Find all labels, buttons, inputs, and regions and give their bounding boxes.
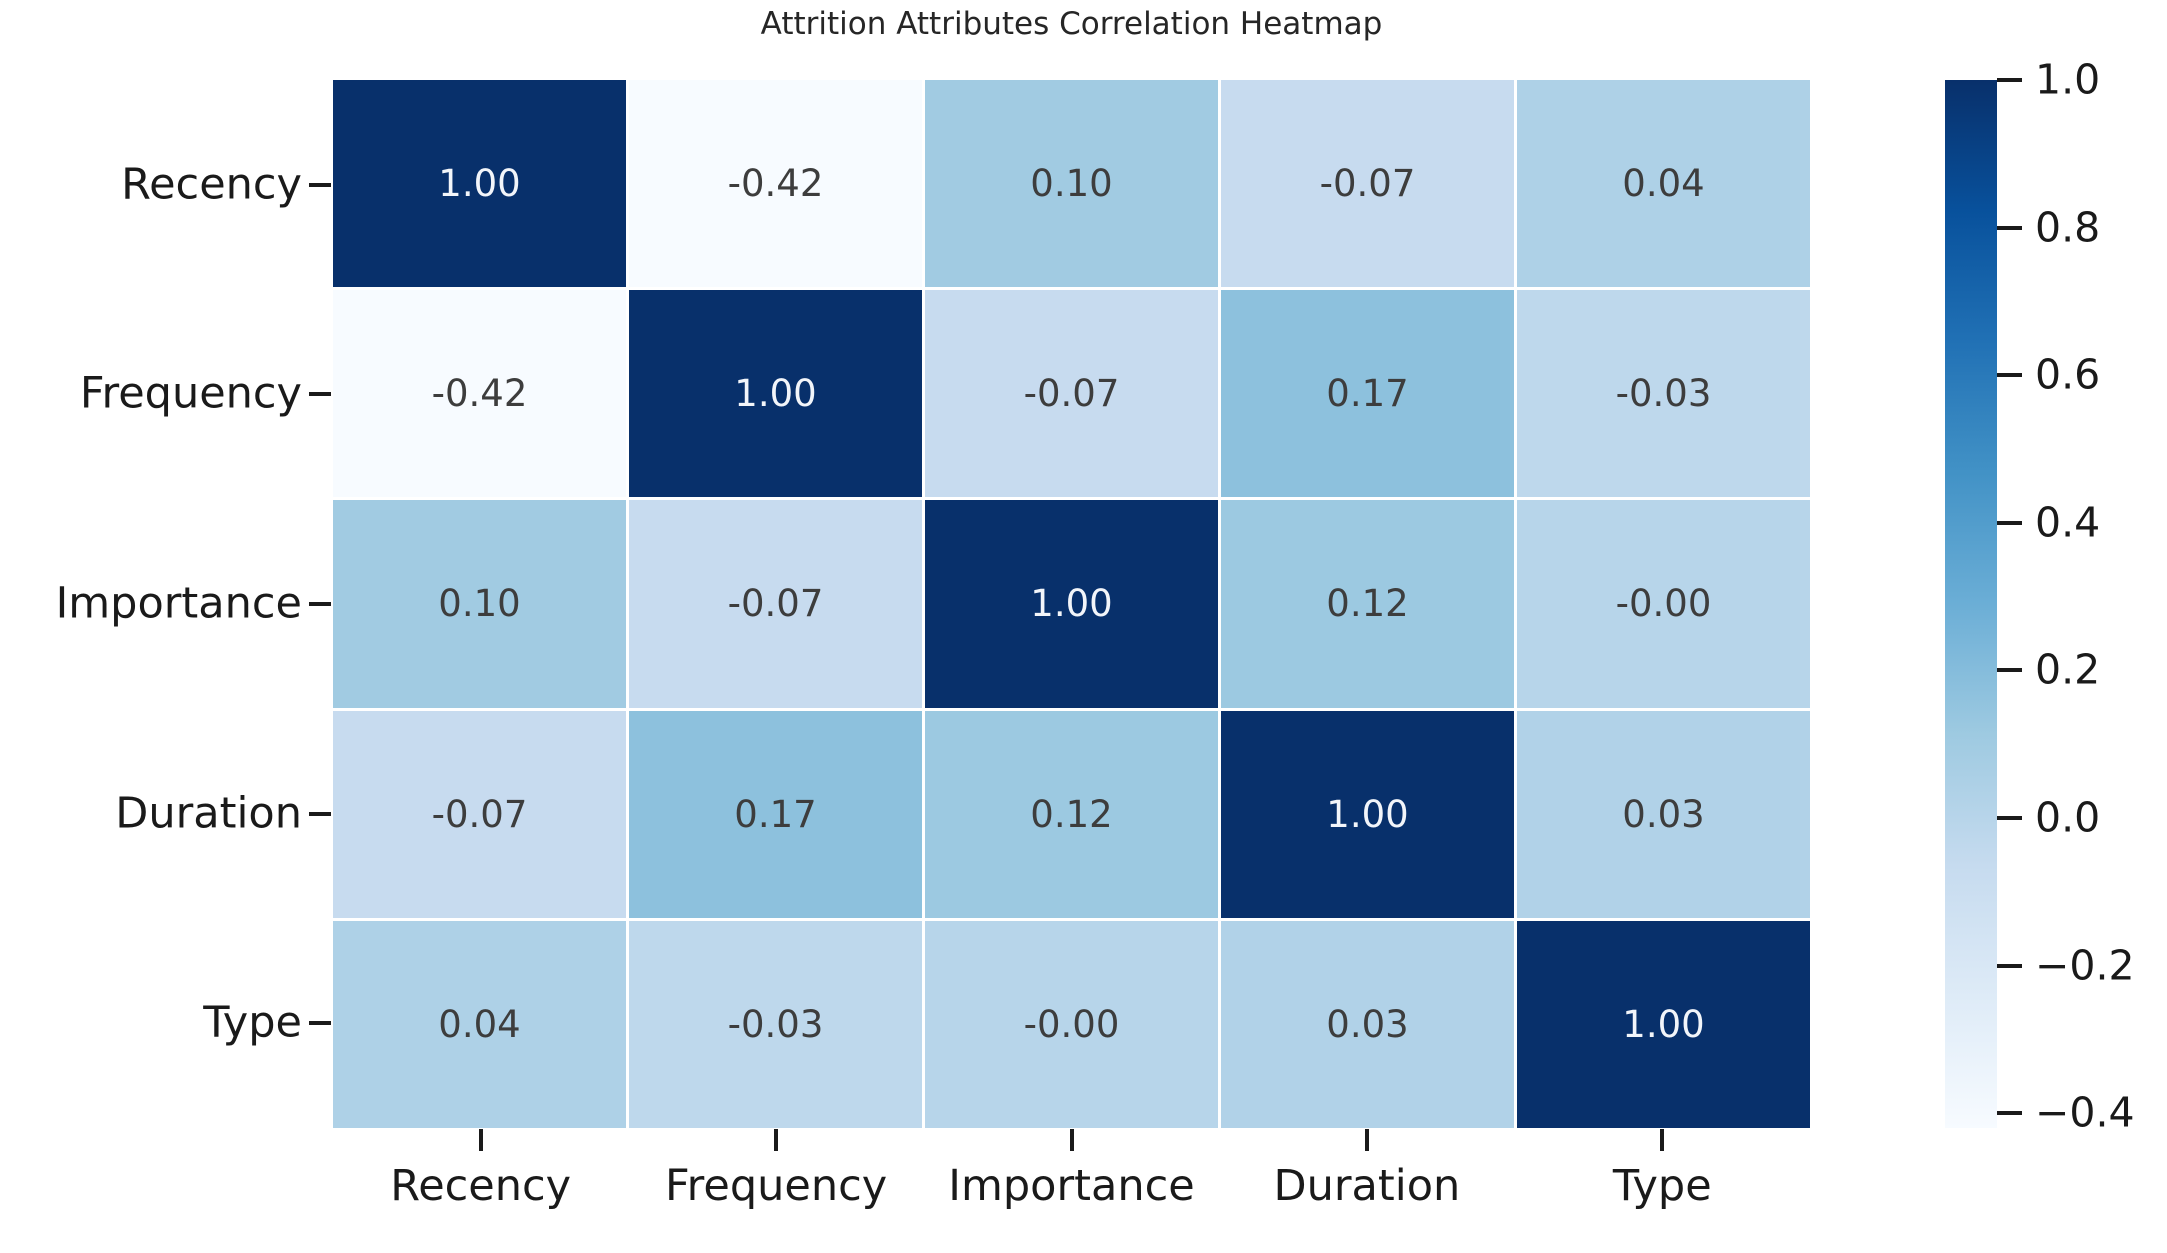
row-label-type: Type	[203, 997, 302, 1048]
col-label-frequency: Frequency	[665, 1161, 888, 1211]
colorbar-tick-label: 0.2	[2035, 645, 2101, 694]
heatmap-cell-type-importance: -0.00	[925, 920, 1218, 1128]
cell-value: 0.03	[1326, 1002, 1409, 1046]
col-label-duration: Duration	[1273, 1161, 1461, 1211]
heatmap-cell-importance-frequency: -0.07	[629, 500, 922, 708]
cell-value: 0.10	[1030, 162, 1113, 206]
cell-value: -0.07	[431, 792, 528, 836]
x-tick-mark	[478, 1129, 483, 1151]
heatmap-cell-frequency-recency: -0.42	[333, 290, 626, 498]
heatmap-cell-recency-recency: 1.00	[333, 80, 626, 288]
cell-value: -0.00	[1615, 582, 1712, 626]
heatmap-cell-importance-recency: 0.10	[333, 500, 626, 708]
cell-value: -0.00	[1023, 1002, 1120, 1046]
heatmap-cell-recency-frequency: -0.42	[629, 80, 922, 288]
cell-value: -0.07	[1319, 162, 1416, 206]
heatmap-cell-type-recency: 0.04	[333, 920, 626, 1128]
cell-value: 0.03	[1622, 792, 1705, 836]
colorbar-tick-label: 0.0	[2035, 793, 2101, 842]
cell-value: 0.04	[438, 1002, 521, 1046]
col-label-importance: Importance	[948, 1161, 1195, 1211]
colorbar-tick-label: −0.4	[2035, 1088, 2135, 1137]
colorbar-tick-mark	[1997, 963, 2022, 968]
cell-value: 1.00	[1030, 582, 1113, 626]
cell-value: 0.17	[1326, 372, 1409, 416]
heatmap-grid: 1.00 -0.42 0.10 -0.07 0.04 -0.42 1.00 -0.07 0.17…	[333, 80, 1810, 1128]
x-tick-mark	[1364, 1129, 1369, 1151]
cell-value: 0.12	[1030, 792, 1113, 836]
heatmap-cell-type-frequency: -0.03	[629, 920, 922, 1128]
y-tick-mark	[309, 602, 331, 606]
colorbar-tick-label: 0.8	[2035, 203, 2101, 252]
cell-value: 1.00	[1326, 792, 1409, 836]
colorbar-tick-mark	[1997, 668, 2022, 673]
cell-value: -0.42	[431, 372, 528, 416]
colorbar-tick-mark	[1997, 373, 2022, 378]
heatmap-cell-type-type: 1.00	[1517, 920, 1810, 1128]
colorbar-tick-mark	[1997, 78, 2022, 82]
heatmap-cell-duration-recency: -0.07	[333, 710, 626, 918]
col-label-recency: Recency	[390, 1161, 572, 1211]
colorbar-gradient	[1945, 80, 1997, 1128]
cell-value: -0.03	[727, 1002, 824, 1046]
cell-value: 1.00	[1622, 1002, 1705, 1046]
row-label-frequency: Frequency	[79, 368, 302, 419]
y-tick-mark	[309, 392, 331, 397]
colorbar-tick-mark	[1997, 816, 2022, 821]
heatmap-cell-importance-type: -0.00	[1517, 500, 1810, 708]
heatmap-cell-recency-duration: -0.07	[1221, 80, 1514, 288]
heatmap-cell-importance-importance: 1.00	[925, 500, 1218, 708]
x-tick-mark	[1069, 1129, 1074, 1151]
cell-value: 1.00	[734, 372, 817, 416]
cell-value: 1.00	[438, 162, 521, 206]
cell-value: -0.03	[1615, 372, 1712, 416]
chart-title: Attrition Attributes Correlation Heatmap	[760, 6, 1383, 42]
colorbar-tick-label: 0.6	[2035, 350, 2101, 399]
row-label-recency: Recency	[121, 159, 302, 210]
y-tick-mark	[309, 182, 331, 187]
y-tick-mark	[309, 1021, 331, 1026]
heatmap-cell-frequency-type: -0.03	[1517, 290, 1810, 498]
y-tick-mark	[309, 811, 331, 816]
heatmap-cell-duration-frequency: 0.17	[629, 710, 922, 918]
cell-value: 0.12	[1326, 582, 1409, 626]
heatmap-cell-duration-importance: 0.12	[925, 710, 1218, 918]
colorbar-tick-label: 1.0	[2035, 55, 2101, 104]
cell-value: 0.17	[734, 792, 817, 836]
heatmap-cell-duration-duration: 1.00	[1221, 710, 1514, 918]
heatmap-cell-type-duration: 0.03	[1221, 920, 1514, 1128]
x-tick-mark	[774, 1129, 779, 1151]
heatmap-cell-frequency-duration: 0.17	[1221, 290, 1514, 498]
colorbar-tick-label: −0.2	[2035, 941, 2135, 990]
cell-value: 0.04	[1622, 162, 1705, 206]
row-label-importance: Importance	[55, 578, 302, 629]
cell-value: -0.42	[727, 162, 824, 206]
cell-value: -0.07	[727, 582, 824, 626]
heatmap-cell-frequency-importance: -0.07	[925, 290, 1218, 498]
colorbar-tick-mark	[1997, 225, 2022, 230]
colorbar-tick-mark	[1997, 1111, 2022, 1116]
heatmap-cell-importance-duration: 0.12	[1221, 500, 1514, 708]
heatmap-cell-recency-importance: 0.10	[925, 80, 1218, 288]
colorbar-tick-label: 0.4	[2035, 498, 2101, 547]
row-label-duration: Duration	[115, 788, 302, 839]
heatmap-cell-frequency-frequency: 1.00	[629, 290, 922, 498]
x-tick-mark	[1660, 1129, 1665, 1151]
heatmap-cell-duration-type: 0.03	[1517, 710, 1810, 918]
cell-value: 0.10	[438, 582, 521, 626]
colorbar-tick-mark	[1997, 520, 2022, 525]
heatmap-cell-recency-type: 0.04	[1517, 80, 1810, 288]
cell-value: -0.07	[1023, 372, 1120, 416]
col-label-type: Type	[1612, 1161, 1712, 1211]
